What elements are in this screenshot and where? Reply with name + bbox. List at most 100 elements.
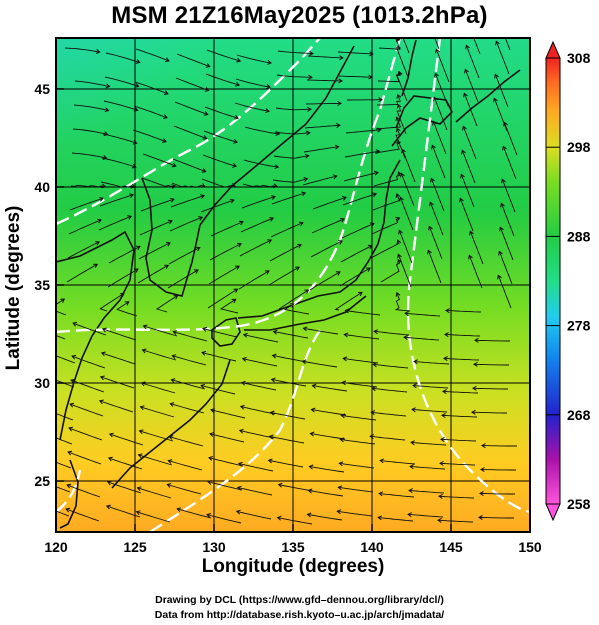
colorbar-tick-label: 278 — [567, 318, 591, 334]
streamline-arrowhead — [97, 218, 102, 224]
streamline-arrowhead — [209, 432, 214, 437]
streamline — [142, 153, 176, 167]
streamline-arrowhead — [440, 436, 445, 443]
streamline-arrowhead — [304, 289, 310, 294]
streamline — [133, 105, 168, 119]
streamline — [434, 38, 440, 50]
streamline — [270, 222, 304, 238]
streamline — [277, 50, 313, 55]
streamline-arrowhead — [236, 485, 242, 491]
streamline — [109, 433, 144, 446]
streamline — [67, 241, 100, 259]
streamline-arrowhead — [40, 407, 44, 411]
streamline — [106, 505, 141, 518]
streamline-arrowhead — [336, 509, 342, 515]
streamline-arrowhead — [396, 103, 402, 109]
streamline — [278, 484, 314, 492]
streamline — [56, 486, 71, 493]
x-tick-label: 145 — [439, 539, 463, 555]
streamline-arrowhead — [237, 461, 243, 467]
x-tick-label: 140 — [360, 539, 384, 555]
streamline-arrowhead — [135, 510, 141, 516]
streamline-arrowhead — [409, 464, 414, 470]
streamline-arrowhead — [100, 351, 106, 357]
x-tick-label: 150 — [518, 539, 542, 555]
streamline — [414, 361, 450, 365]
streamline — [134, 81, 169, 95]
streamline-arrowhead — [308, 464, 314, 470]
streamline-arrowhead — [395, 116, 401, 122]
streamline — [431, 145, 446, 179]
streamline-arrowhead — [334, 144, 340, 150]
streamline-arrowhead — [273, 183, 278, 189]
streamline — [171, 182, 206, 188]
colorbar-tick-label: 288 — [567, 228, 591, 244]
streamline — [137, 487, 172, 499]
streamline-arrowhead — [167, 459, 173, 464]
streamline-arrowhead — [368, 74, 373, 80]
streamline-arrowhead — [107, 456, 113, 462]
streamline-arrowhead — [42, 350, 46, 354]
streamline-arrowhead — [104, 107, 110, 113]
streamline-arrowhead — [373, 329, 379, 335]
streamline — [116, 301, 138, 317]
colorbar-scale — [545, 57, 561, 505]
streamline — [380, 259, 401, 283]
streamline — [272, 178, 308, 183]
streamline-arrowhead — [238, 428, 244, 434]
streamline-arrowhead — [437, 517, 442, 523]
streamline — [340, 438, 376, 445]
streamline — [439, 462, 476, 466]
streamline-arrowhead — [296, 243, 302, 249]
streamline — [101, 352, 136, 365]
streamline-arrowhead — [431, 144, 436, 150]
china-coastline — [56, 230, 135, 441]
streamline-arrowhead — [71, 354, 77, 360]
streamline — [303, 327, 339, 335]
streamline — [395, 47, 409, 78]
streamline — [210, 409, 246, 419]
streamline-arrowhead — [465, 44, 470, 50]
streamline-arrowhead — [124, 301, 130, 306]
streamline — [202, 328, 238, 338]
streamline-arrowhead — [469, 230, 474, 236]
streamline-arrowhead — [142, 324, 148, 330]
korea-coastline — [141, 177, 201, 297]
streamline — [269, 435, 305, 444]
streamline — [172, 355, 207, 366]
streamline-arrowhead — [38, 455, 42, 459]
streamline — [209, 433, 245, 443]
streamline — [234, 102, 270, 112]
streamline-arrowhead — [501, 178, 506, 184]
streamline — [268, 266, 300, 286]
streamline — [155, 295, 178, 313]
streamline — [243, 159, 279, 168]
streamline — [378, 39, 401, 50]
streamline — [203, 130, 238, 143]
streamline-arrowhead — [341, 196, 347, 201]
streamline-arrowhead — [432, 120, 437, 126]
streamline — [497, 275, 512, 309]
streamline-arrowhead — [495, 40, 500, 46]
streamline — [167, 269, 199, 289]
streamline — [473, 363, 509, 366]
streamline — [460, 174, 475, 208]
honshu-south-coastline — [244, 295, 367, 331]
streamline-arrowhead — [69, 402, 75, 408]
streamline — [242, 183, 278, 188]
streamline-arrowhead — [497, 274, 502, 280]
streamline — [140, 198, 175, 212]
streamline-arrowhead — [413, 359, 418, 365]
streamline — [270, 411, 306, 420]
streamline — [344, 334, 380, 340]
streamline — [66, 484, 101, 498]
streamline — [302, 175, 337, 186]
streamline — [69, 197, 104, 211]
streamline — [219, 298, 239, 314]
streamline — [65, 508, 100, 522]
colorbar: 258 268 278 288 298 308 — [545, 40, 591, 522]
streamline-arrowhead — [396, 20, 400, 24]
streamline-arrowhead — [167, 219, 173, 225]
streamline — [342, 193, 377, 206]
